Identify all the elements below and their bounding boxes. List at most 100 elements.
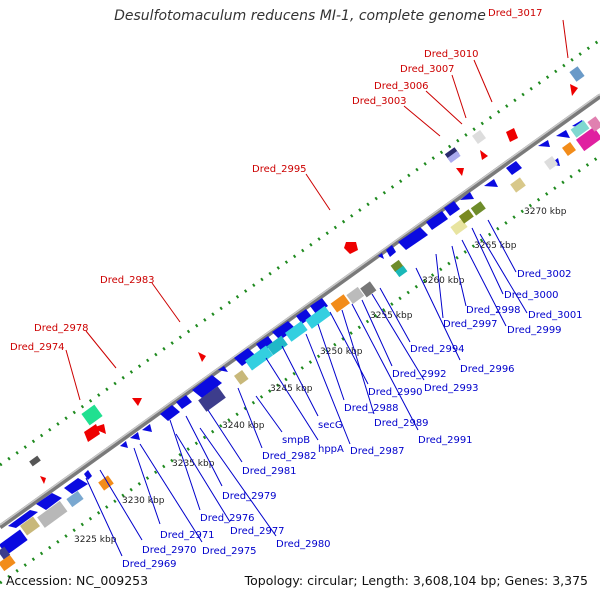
gene-block[interactable] xyxy=(587,116,600,132)
gene-label-red[interactable]: Dred_3006 xyxy=(374,81,429,92)
gene-label-red[interactable]: Dred_3010 xyxy=(424,49,479,60)
gene-block[interactable] xyxy=(284,321,308,342)
gene-label-blue[interactable]: Dred_2997 xyxy=(443,319,498,330)
gene-arrow[interactable] xyxy=(198,352,206,362)
gene-arrow[interactable] xyxy=(456,168,464,176)
gene-arrow[interactable] xyxy=(120,441,128,448)
gene-arrow[interactable] xyxy=(84,470,92,480)
gene-arrow[interactable] xyxy=(344,242,358,254)
gene-label-blue[interactable]: Dred_2988 xyxy=(344,403,399,414)
gene-arrow[interactable] xyxy=(460,192,474,200)
gene-label-blue[interactable]: Dred_3000 xyxy=(504,290,559,301)
gene-label-red[interactable]: Dred_2983 xyxy=(100,275,155,286)
gene-block[interactable] xyxy=(390,259,404,273)
gene-arrow[interactable] xyxy=(538,140,550,147)
gene-block[interactable] xyxy=(395,265,408,278)
gene-label-red[interactable]: Dred_2978 xyxy=(34,323,89,334)
gene-block[interactable] xyxy=(244,345,274,371)
gene-arrow[interactable] xyxy=(192,375,222,398)
gene-label-blue[interactable]: Dred_2999 xyxy=(507,325,562,336)
gene-arrow[interactable] xyxy=(8,510,38,528)
gene-label-blue[interactable]: Dred_2991 xyxy=(418,435,473,446)
gene-arrow[interactable] xyxy=(36,493,62,510)
gene-label-red[interactable]: Dred_3007 xyxy=(400,64,455,75)
gene-label-blue[interactable]: Dred_2998 xyxy=(466,305,521,316)
gene-block[interactable] xyxy=(510,177,526,193)
gene-label-blue[interactable]: Dred_2987 xyxy=(350,446,405,457)
gene-arrow[interactable] xyxy=(40,476,46,484)
gene-arrow[interactable] xyxy=(256,336,274,352)
gene-block[interactable] xyxy=(66,490,84,508)
gene-arrow[interactable] xyxy=(64,478,88,494)
gene-label-blue[interactable]: Dred_3002 xyxy=(517,269,572,280)
gene-arrow[interactable] xyxy=(130,432,140,440)
gene-arrow[interactable] xyxy=(160,405,180,421)
gene-label-red[interactable]: Dred_2974 xyxy=(10,342,65,353)
gene-arrow[interactable] xyxy=(506,128,518,142)
gene-block[interactable] xyxy=(360,281,377,298)
gene-block[interactable] xyxy=(544,156,558,170)
gene-arrow[interactable] xyxy=(176,395,192,409)
gene-label-blue[interactable]: Dred_2994 xyxy=(410,344,465,355)
gene-block[interactable] xyxy=(472,130,486,144)
gene-label-red[interactable]: Dred_2995 xyxy=(252,164,307,175)
gene-label-blue[interactable]: Dred_2980 xyxy=(276,539,331,550)
gene-arrow[interactable] xyxy=(444,201,460,216)
gene-block[interactable] xyxy=(346,286,365,304)
gene-block[interactable] xyxy=(29,455,41,467)
gene-block[interactable] xyxy=(447,151,461,163)
gene-label-blue[interactable]: Dred_2993 xyxy=(424,383,479,394)
gene-block[interactable] xyxy=(198,386,226,412)
gene-arrow[interactable] xyxy=(506,161,522,175)
gene-label-red[interactable]: Dred_3017 xyxy=(488,8,543,19)
gene-block[interactable] xyxy=(266,335,288,356)
gene-block[interactable] xyxy=(234,370,249,385)
gene-arrow[interactable] xyxy=(378,253,384,259)
gene-arrow[interactable] xyxy=(142,424,152,432)
gene-block[interactable] xyxy=(569,66,585,82)
gene-block[interactable] xyxy=(570,120,590,138)
gene-arrow[interactable] xyxy=(218,366,228,372)
gene-arrow[interactable] xyxy=(426,211,448,230)
gene-label-blue[interactable]: Dred_2977 xyxy=(230,526,285,537)
gene-block[interactable] xyxy=(81,404,103,426)
gene-block[interactable] xyxy=(562,142,576,156)
gene-label-blue[interactable]: Dred_2982 xyxy=(262,451,317,462)
gene-arrow[interactable] xyxy=(484,179,498,187)
gene-arrow[interactable] xyxy=(570,84,578,96)
gene-arrow[interactable] xyxy=(272,321,296,340)
gene-label-red[interactable]: Dred_3003 xyxy=(352,96,407,107)
gene-block[interactable] xyxy=(458,209,474,224)
gene-block[interactable] xyxy=(330,294,350,313)
gene-block[interactable] xyxy=(0,529,28,556)
gene-label-blue[interactable]: smpB xyxy=(282,435,310,446)
gene-label-blue[interactable]: Dred_2992 xyxy=(392,369,447,380)
gene-label-blue[interactable]: Dred_2970 xyxy=(142,545,197,556)
gene-block[interactable] xyxy=(575,126,600,152)
gene-arrow[interactable] xyxy=(296,309,312,324)
gene-block[interactable] xyxy=(0,546,11,560)
gene-label-blue[interactable]: Dred_2979 xyxy=(222,491,277,502)
gene-label-blue[interactable]: Dred_2981 xyxy=(242,466,297,477)
gene-block[interactable] xyxy=(305,305,332,329)
gene-arrow[interactable] xyxy=(556,130,570,138)
gene-block[interactable] xyxy=(37,500,68,528)
gene-arrow[interactable] xyxy=(398,227,428,250)
gene-label-blue[interactable]: secG xyxy=(318,420,343,431)
gene-arrow[interactable] xyxy=(92,424,106,434)
gene-block[interactable] xyxy=(0,554,16,572)
gene-block[interactable] xyxy=(20,516,40,536)
gene-label-blue[interactable]: Dred_2969 xyxy=(122,559,177,570)
gene-label-blue[interactable]: Dred_3001 xyxy=(528,310,583,321)
gene-arrow[interactable] xyxy=(132,398,142,406)
gene-arrow[interactable] xyxy=(480,150,488,160)
gene-label-blue[interactable]: Dred_2975 xyxy=(202,546,257,557)
gene-label-blue[interactable]: Dred_2971 xyxy=(160,530,215,541)
gene-block[interactable] xyxy=(470,201,486,216)
gene-arrow[interactable] xyxy=(386,245,396,257)
gene-label-blue[interactable]: Dred_2996 xyxy=(460,364,515,375)
gene-label-blue[interactable]: Dred_2990 xyxy=(368,387,423,398)
gene-block[interactable] xyxy=(98,475,114,491)
gene-arrow[interactable] xyxy=(234,348,256,366)
